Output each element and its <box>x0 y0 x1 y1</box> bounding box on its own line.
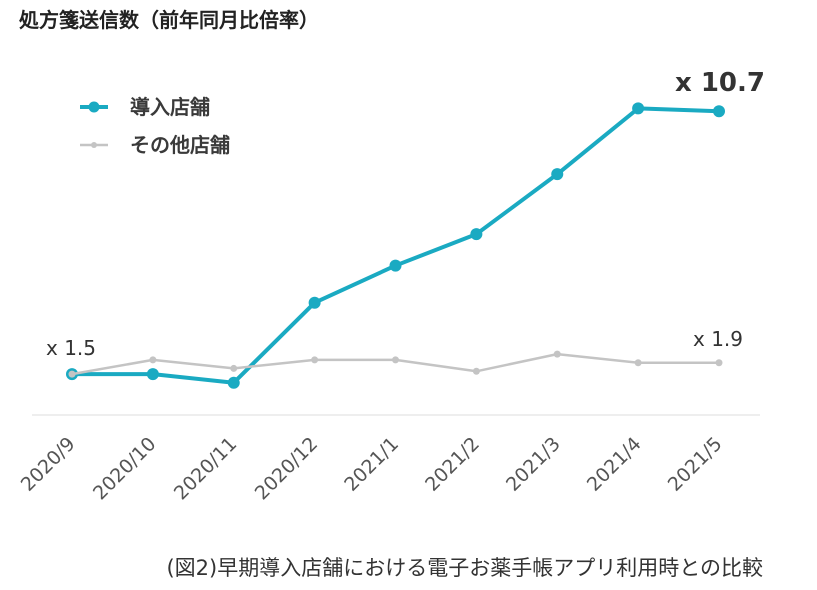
data-point-introduced-stores-2 <box>227 376 240 389</box>
legend-item-other-stores: その他店舗 <box>80 133 230 157</box>
data-point-introduced-stores-8 <box>713 105 725 118</box>
data-point-other-stores-3 <box>311 356 319 364</box>
annotation-introduced-stores-end-ratio: x 10.7 <box>675 68 765 98</box>
data-point-introduced-stores-4 <box>389 259 402 272</box>
data-point-other-stores-2 <box>230 364 238 372</box>
data-point-other-stores-0 <box>68 370 76 378</box>
chart-title: 処方箋送信数（前年同月比倍率） <box>19 8 319 32</box>
annotations: x 1.5 x 1.9 x 10.7 <box>46 68 765 360</box>
data-point-introduced-stores-7 <box>632 102 645 115</box>
x-tick-label: 2021/4 <box>583 433 646 496</box>
legend-item-introduced-stores: 導入店舗 <box>80 95 210 119</box>
data-point-other-stores-4 <box>392 356 399 364</box>
x-tick-label: 2021/5 <box>664 433 727 496</box>
x-tick-label: 2020/10 <box>89 433 160 504</box>
data-point-introduced-stores-5 <box>470 228 483 241</box>
legend-label: 導入店舗 <box>130 95 210 119</box>
x-tick-label: 2021/3 <box>502 433 565 496</box>
legend-swatch-marker <box>91 142 97 148</box>
data-point-introduced-stores-3 <box>308 296 321 309</box>
data-point-other-stores-1 <box>149 356 157 364</box>
data-point-other-stores-6 <box>553 350 561 358</box>
x-tick-label: 2021/1 <box>340 433 403 496</box>
plot-marks <box>66 102 725 389</box>
legend-swatch-marker <box>88 101 100 113</box>
data-point-other-stores-7 <box>634 359 642 367</box>
legend-label: その他店舗 <box>130 133 230 157</box>
x-tick-label: 2020/12 <box>251 433 322 504</box>
data-point-introduced-stores-6 <box>551 168 564 181</box>
data-point-introduced-stores-1 <box>146 368 159 381</box>
legend: 導入店舗 その他店舗 <box>80 95 230 157</box>
annotation-start-ratio: x 1.5 <box>46 336 96 360</box>
data-point-other-stores-5 <box>472 367 480 375</box>
x-axis-tick-labels: 2020/9 2020/10 2020/11 2020/12 2021/1 2021/2 2… <box>17 433 727 504</box>
x-tick-label: 2021/2 <box>421 433 484 496</box>
figure-caption: (図2)早期導入店舗における電子お薬手帳アプリ利用時との比較 <box>166 556 763 580</box>
x-tick-label: 2020/11 <box>170 433 241 504</box>
annotation-other-stores-end-ratio: x 1.9 <box>693 327 743 351</box>
x-tick-label: 2020/9 <box>17 433 80 496</box>
data-point-other-stores-8 <box>715 359 723 367</box>
